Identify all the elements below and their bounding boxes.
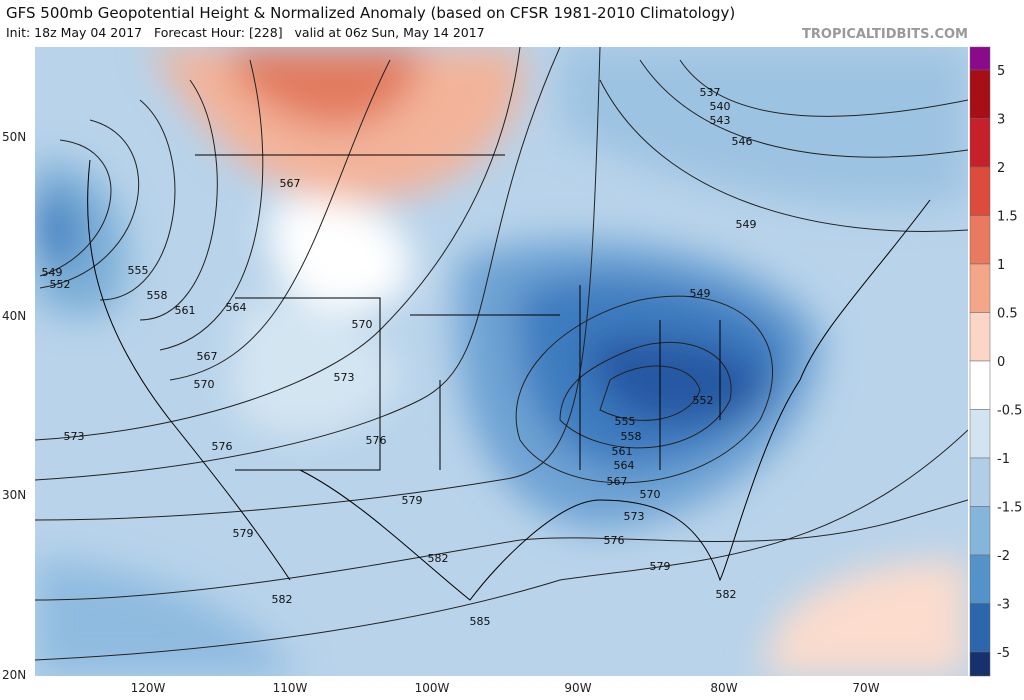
title: GFS 500mb Geopotential Height & Normaliz… [6,4,735,22]
longitude-label: 110W [273,681,308,695]
contour-label: 558 [147,289,168,302]
contour-label: 564 [614,459,635,472]
contour-label: 567 [280,177,301,190]
longitude-label: 70W [852,681,879,695]
contour-label: 582 [428,552,449,565]
borders [87,154,931,601]
contour-label: 582 [272,593,293,606]
watermark: TROPICALTIDBITS.COM [802,27,968,42]
colorbar-label: -3 [997,598,1010,613]
contour-label: 540 [710,100,731,113]
contour-label: 555 [615,415,636,428]
longitude-label: 80W [710,681,737,695]
colorbar-label: 0 [997,355,1005,370]
longitude-label: 90W [564,681,591,695]
contour-label: 579 [650,560,671,573]
colorbar-swatch [969,409,991,459]
colorbar-swatch [969,118,991,168]
contour-label: 558 [621,430,642,443]
contour-label: 573 [624,510,645,523]
contour-label: 570 [352,318,373,331]
contour-label: 564 [226,301,247,314]
contour-label: 549 [736,218,757,231]
contour-label: 552 [693,394,714,407]
contour-label: 576 [366,434,387,447]
colorbar-label: -1 [997,452,1010,467]
colorbar-swatch [969,651,991,677]
longitude-label: 100W [415,681,450,695]
colorbar-swatch [969,506,991,556]
colorbar-label: 2 [997,161,1005,176]
colorbar-label: 3 [997,113,1005,128]
colorbar-label: 1.5 [997,210,1018,225]
colorbar-label: 0.5 [997,307,1018,322]
colorbar-label: -2 [997,549,1010,564]
colorbar-swatch [969,554,991,604]
contour-label: 579 [233,527,254,540]
latitude-label: 40N [2,309,26,323]
contour-label: 561 [612,445,633,458]
colorbar-swatch [969,69,991,119]
colorbar-swatch [969,215,991,265]
map [35,47,968,676]
contour-label: 537 [700,86,721,99]
height-contours [35,47,968,661]
contour-label: 576 [604,534,625,547]
latitude-label: 30N [2,488,26,502]
longitude-label: 120W [131,681,166,695]
contour-label: 573 [64,430,85,443]
contour-label: 573 [334,371,355,384]
colorbar-swatch [969,360,991,410]
contour-label: 570 [640,488,661,501]
colorbar-label: -5 [997,646,1010,661]
contour-label: 585 [470,615,491,628]
contour-label: 552 [50,278,71,291]
contour-label: 543 [710,114,731,127]
contour-label: 549 [690,287,711,300]
colorbar: 5 3 2 1.5 1 0.5 0 -0.5 -1 -1.5 -2 -3 -5 [969,46,1022,677]
contour-label: 549 [42,266,63,279]
colorbar-label: 1 [997,258,1005,273]
contour-label: 570 [194,378,215,391]
contour-label: 579 [402,494,423,507]
colorbar-label: -1.5 [997,501,1022,516]
subtitle: Init: 18z May 04 2017 Forecast Hour: [22… [6,25,485,40]
colorbar-label: -0.5 [997,404,1022,419]
contour-label: 561 [175,304,196,317]
contour-label: 567 [607,475,628,488]
colorbar-label: 5 [997,64,1005,79]
colorbar-swatch [969,166,991,216]
latitude-label: 20N [2,668,26,682]
colorbar-swatch [969,312,991,362]
contour-label: 576 [212,440,233,453]
colorbar-swatch [969,457,991,507]
colorbar-swatch [969,603,991,653]
contour-label: 546 [732,135,753,148]
colorbar-swatch [969,46,991,71]
colorbar-swatch [969,263,991,313]
contour-label: 582 [716,588,737,601]
contour-label: 567 [197,350,218,363]
latitude-label: 50N [2,130,26,144]
contour-label: 555 [128,264,149,277]
